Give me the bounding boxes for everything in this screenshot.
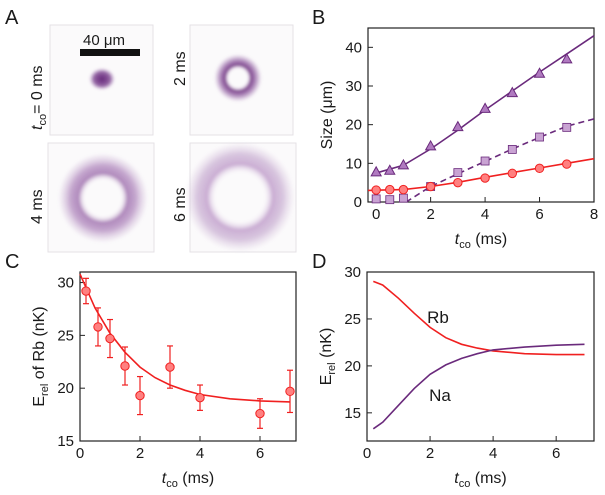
data-point-circle: [93, 322, 103, 332]
x-tick-label-d: 2: [426, 445, 434, 462]
plot-frame-b: [367, 27, 595, 203]
x-tick-label-c: 0: [76, 445, 84, 462]
data-point-square: [535, 132, 544, 142]
chart-d: 0 2 4 6 15 20 25 30 tco (ms) Erel (nK) Rb Na: [318, 264, 595, 490]
y-tick-label-d: 25: [344, 311, 361, 328]
x-tick-label-c: 6: [256, 445, 264, 462]
panel-label-c: C: [5, 251, 19, 273]
data-point-circle: [453, 177, 463, 188]
label-0ms: tco= 0 ms: [29, 65, 49, 130]
data-point-circle: [480, 173, 490, 183]
label-6ms: 6 ms: [172, 187, 189, 222]
atom-cloud-2ms: [214, 54, 262, 102]
x-tick-label-c: 2: [136, 445, 144, 462]
data-point-triangle: [452, 120, 464, 132]
panel-label-d: D: [312, 251, 326, 273]
y-tick-label-d: 20: [344, 358, 361, 375]
scale-bar-label: 40 μm: [83, 32, 125, 49]
data-point-circle: [105, 333, 115, 344]
data-point-circle: [135, 390, 145, 401]
data-point-triangle: [397, 158, 410, 170]
y-tick-label-d: 30: [344, 264, 361, 281]
data-point-square: [398, 193, 408, 203]
data-point-square: [453, 168, 463, 178]
data-point-square: [385, 195, 395, 205]
y-tick-label-b: 40: [345, 39, 362, 56]
y-axis-label-d: Erel (nK): [318, 328, 338, 386]
y-tick-label-d: 15: [344, 405, 361, 422]
x-axis-label-c: tco (ms): [162, 470, 215, 490]
x-axis-label-b: tco (ms): [455, 231, 508, 251]
data-point-circle: [371, 185, 381, 195]
y-tick-label-c: 15: [57, 433, 74, 450]
y-tick-label-c: 30: [57, 275, 74, 292]
y-axis-label-c: Erel of Rb (nK): [31, 306, 51, 406]
data-point-square: [562, 122, 572, 132]
fit-line-c-0: [79, 273, 291, 403]
x-tick-label-d: 4: [489, 445, 497, 462]
plot-frame-d: [366, 271, 595, 442]
data-point-square: [507, 145, 517, 154]
x-tick-label-d: 6: [552, 445, 560, 462]
panel-label-a: A: [5, 7, 19, 29]
x-tick-label-b: 4: [481, 206, 489, 223]
atom-cloud-4ms: [58, 153, 148, 243]
y-axis-label-b: Size (μm): [319, 81, 336, 150]
plot-frame-c: [79, 271, 297, 442]
label-2ms: 2 ms: [172, 51, 189, 86]
label-4ms: 4 ms: [29, 189, 46, 224]
data-point-circle: [425, 181, 436, 192]
x-tick-label-b: 0: [372, 206, 380, 223]
data-point-triangle: [370, 165, 383, 177]
series-label-rb: Rb: [427, 308, 449, 327]
data-point-circle: [255, 408, 265, 419]
x-tick-label-b: 8: [590, 206, 598, 223]
series-line-d-0: [373, 280, 585, 356]
series-label-na: Na: [429, 386, 451, 405]
data-point-circle: [507, 168, 518, 179]
y-tick-label-c: 20: [57, 380, 74, 397]
fit-line-b-1: [405, 118, 595, 203]
x-tick-label-b: 2: [426, 206, 434, 223]
data-point-circle: [195, 392, 205, 403]
chart-b: 0 2 4 6 8 0 10 20 30 40 tco (ms) Size (μm): [319, 27, 598, 251]
data-point-circle: [165, 362, 175, 372]
data-point-circle: [562, 159, 572, 169]
y-tick-label-b: 10: [345, 155, 362, 172]
data-point-triangle: [533, 67, 546, 78]
chart-c: 0 2 4 6 15 20 25 30 tco (ms) Erel of Rb (nK): [31, 271, 297, 490]
panel-label-b: B: [312, 7, 325, 29]
data-point-square: [371, 194, 381, 204]
data-point-triangle: [383, 164, 396, 175]
series-line-d-1: [372, 343, 585, 430]
x-tick-label-d: 0: [363, 445, 371, 462]
x-axis-label-d: tco (ms): [454, 470, 507, 490]
y-tick-label-b: 30: [345, 78, 362, 95]
data-point-square: [480, 156, 490, 166]
data-point-circle: [534, 163, 545, 174]
scale-bar: [80, 49, 140, 56]
x-tick-label-b: 6: [535, 206, 543, 223]
data-point-triangle: [479, 102, 491, 113]
panel-a-images: 40 μm tco= 0 ms 2 ms 4 ms 6 ms: [29, 24, 297, 253]
data-point-circle: [285, 386, 295, 397]
y-tick-label-b: 20: [345, 117, 362, 134]
data-point-circle: [120, 361, 130, 371]
data-point-triangle: [560, 52, 573, 64]
data-point-circle: [81, 286, 91, 296]
y-tick-label-c: 25: [57, 327, 74, 344]
data-point-triangle: [424, 139, 437, 151]
data-point-circle: [385, 184, 395, 195]
atom-cloud-0ms: [89, 68, 115, 90]
data-point-triangle: [506, 86, 519, 98]
y-tick-label-b: 0: [354, 194, 362, 211]
atom-cloud-6ms: [185, 142, 295, 252]
data-point-circle: [398, 184, 409, 195]
x-tick-label-c: 4: [196, 445, 204, 462]
